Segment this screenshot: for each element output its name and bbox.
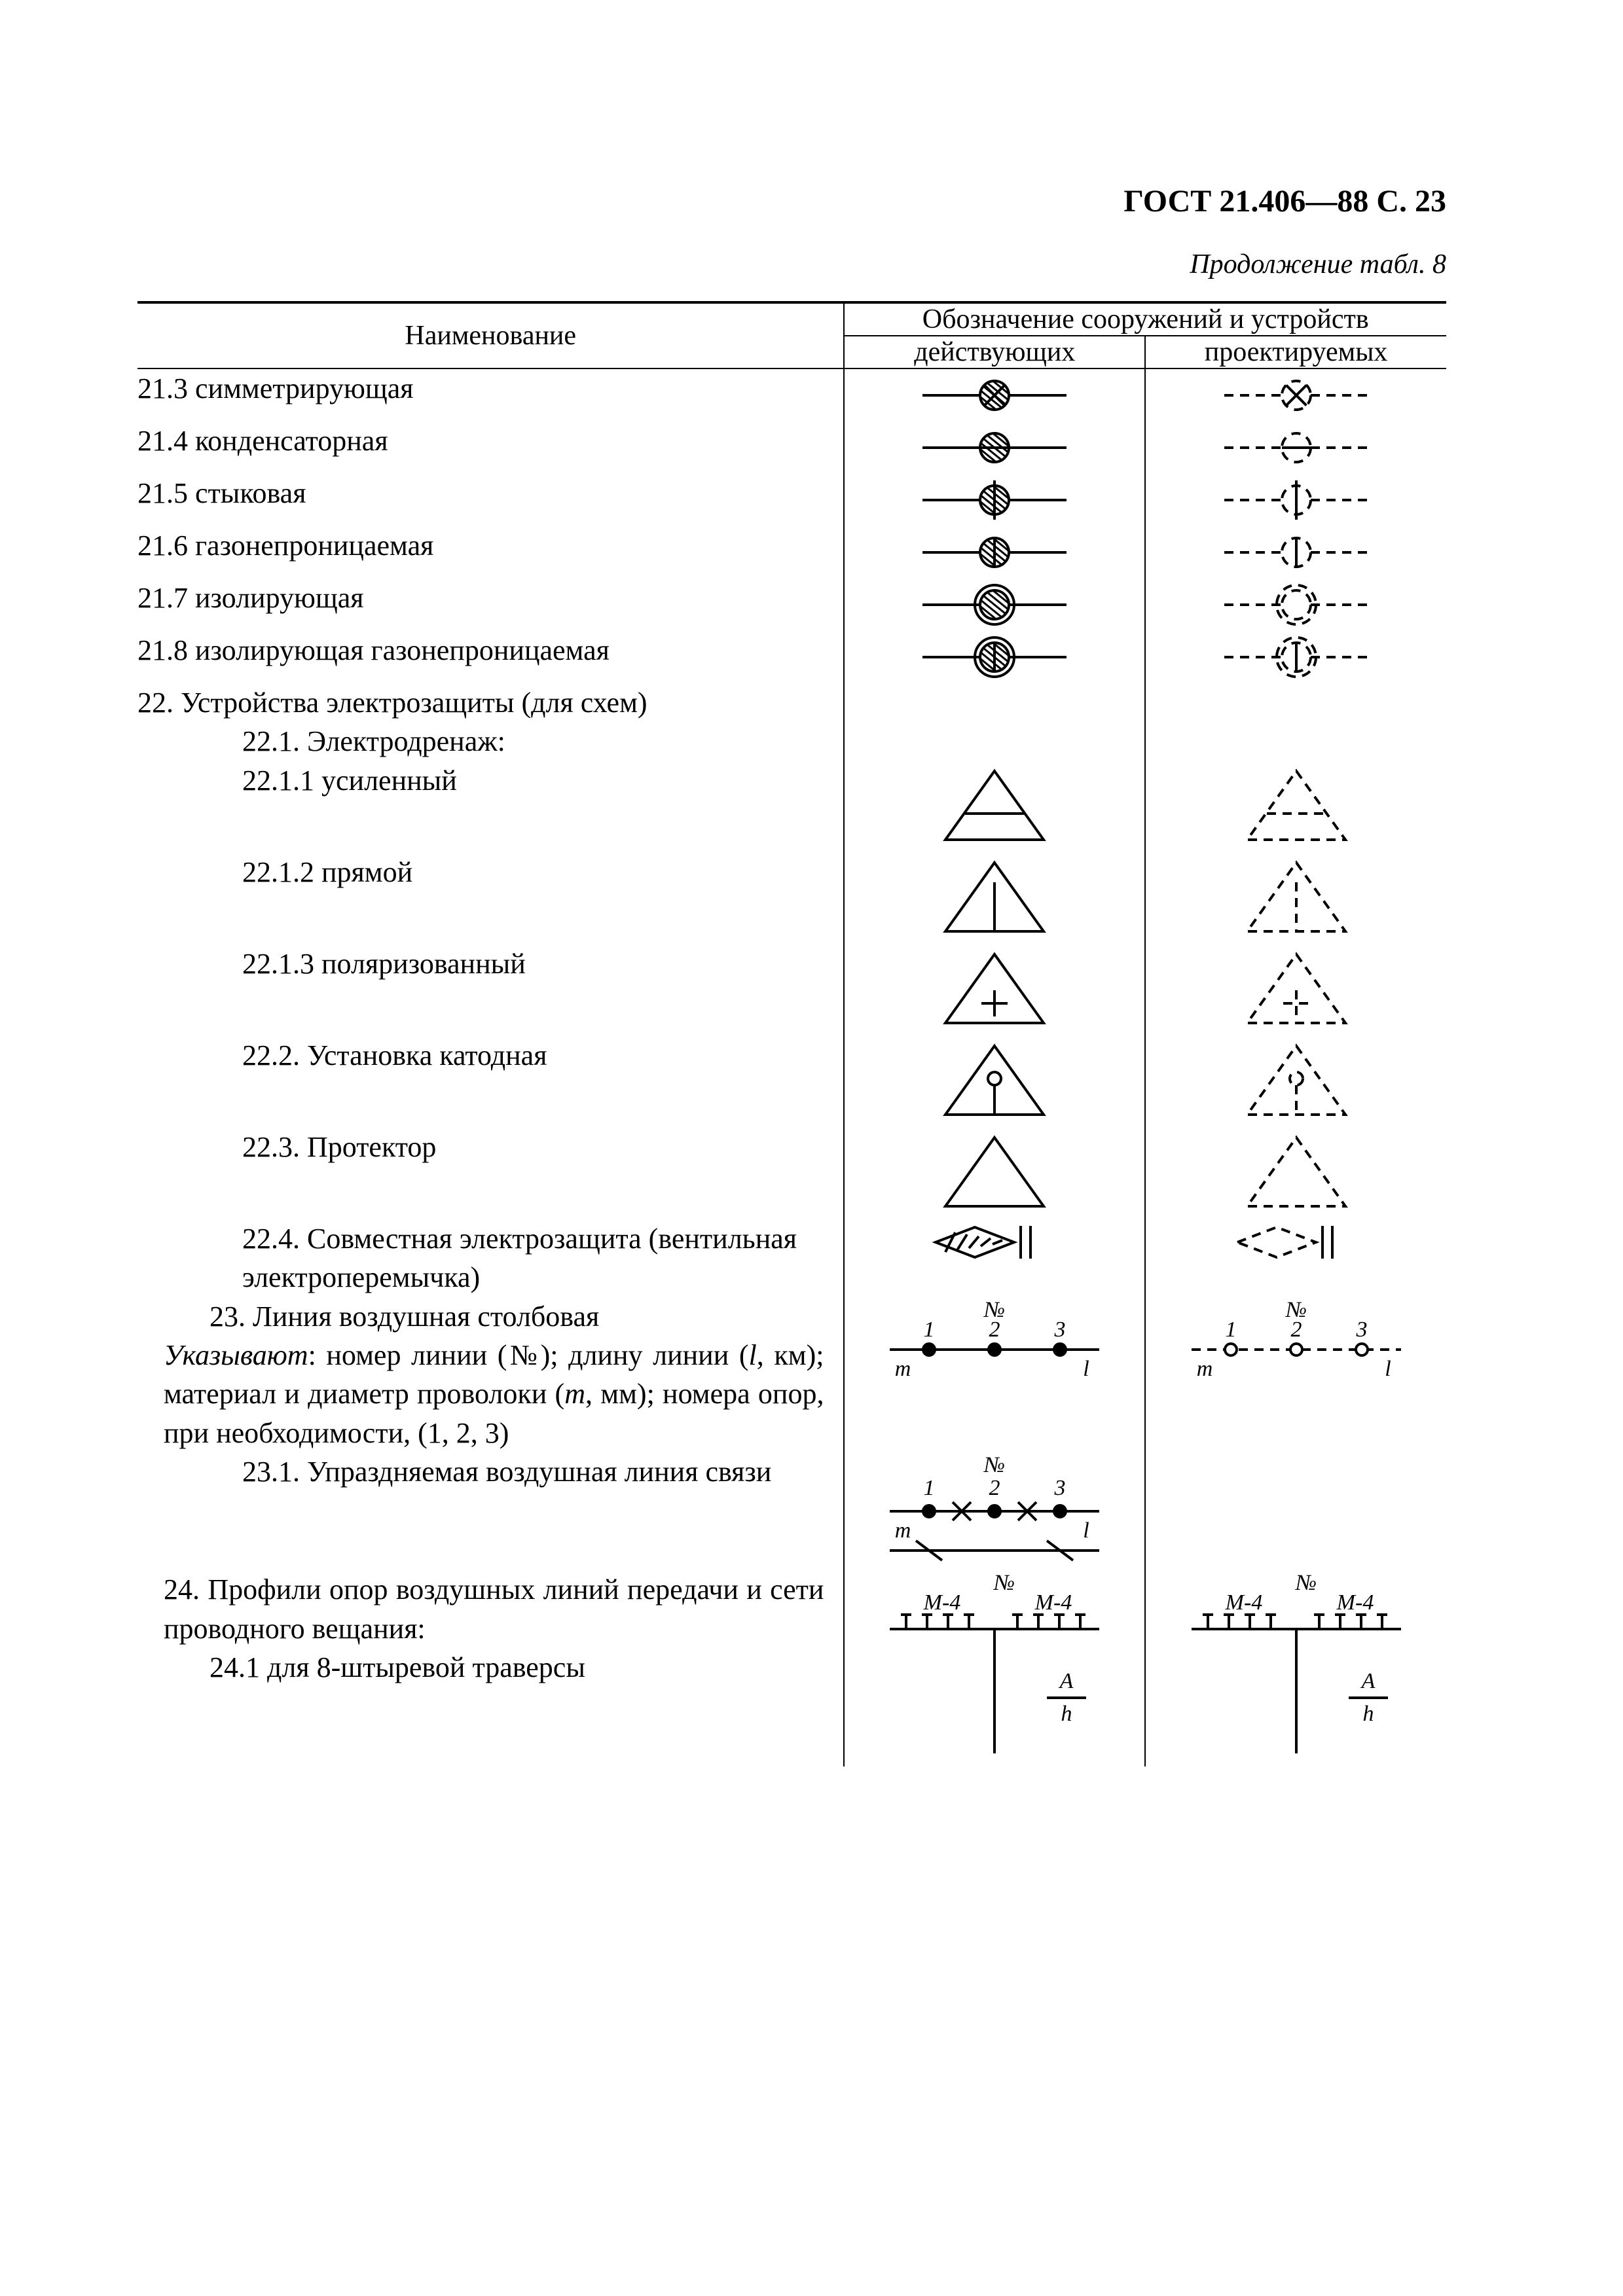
- symbol-projected: [1145, 1036, 1446, 1128]
- symbol-projected: [1145, 853, 1446, 944]
- th-existing: действующих: [844, 336, 1145, 368]
- svg-text:M-4: M-4: [923, 1590, 961, 1615]
- row-name: 22.1. Электродренаж:: [137, 722, 844, 761]
- svg-text:m: m: [1196, 1357, 1213, 1381]
- symbol-projected: [1145, 526, 1446, 579]
- row-name: 22.1.1 усиленный: [137, 761, 844, 853]
- symbol-projected: [1145, 422, 1446, 474]
- row-name: 22.1.3 поляризованный: [137, 944, 844, 1036]
- row-name: 21.7 изолирующая: [137, 579, 844, 631]
- svg-text:№: №: [993, 1571, 1015, 1595]
- svg-text:1: 1: [1225, 1318, 1236, 1342]
- svg-text:3: 3: [1355, 1318, 1367, 1342]
- symbol-projected: [1145, 474, 1446, 526]
- symbol-existing: [844, 422, 1145, 474]
- row-name: 22.3. Протектор: [137, 1128, 844, 1219]
- svg-text:3: 3: [1054, 1318, 1066, 1342]
- row-name: 21.5 стыковая: [137, 474, 844, 526]
- symbol-existing: [844, 761, 1145, 853]
- svg-text:m: m: [895, 1518, 911, 1543]
- symbol-existing: [844, 474, 1145, 526]
- symbol-existing: [844, 944, 1145, 1036]
- row-name: 22.1.2 прямой: [137, 853, 844, 944]
- symbol-projected: [1145, 1128, 1446, 1219]
- svg-text:M-4: M-4: [1336, 1590, 1374, 1615]
- th-name: Наименование: [137, 302, 844, 368]
- svg-text:M-4: M-4: [1034, 1590, 1072, 1615]
- svg-text:m: m: [895, 1357, 911, 1381]
- row-name: 21.8 изолирующая газонепроницаемая: [137, 631, 844, 683]
- svg-text:A: A: [1360, 1669, 1375, 1693]
- svg-text:h: h: [1061, 1702, 1072, 1726]
- svg-text:2: 2: [1290, 1318, 1302, 1342]
- symbol-existing: [844, 1219, 1145, 1297]
- row-name: 23. Линия воздушная столбоваяУказывают: …: [137, 1297, 844, 1453]
- row-name: 22.2. Установка катодная: [137, 1036, 844, 1128]
- row-name: 24. Профили опор воздушных линий передач…: [137, 1570, 844, 1767]
- svg-text:2: 2: [989, 1476, 1000, 1500]
- th-projected: проектируемых: [1145, 336, 1446, 368]
- symbol-projected: [1145, 944, 1446, 1036]
- th-group: Обозначение сооружений и устройств: [844, 302, 1446, 336]
- symbol-projected: № M-4 M-4 Ah: [1145, 1570, 1446, 1767]
- symbol-existing: № M-4 M-4 Ah: [844, 1570, 1145, 1767]
- symbol-projected: [1145, 579, 1446, 631]
- symbol-existing: [844, 368, 1145, 422]
- row-name: 21.6 газонепроницаемая: [137, 526, 844, 579]
- symbol-projected: [1145, 1219, 1446, 1297]
- symbol-existing: [844, 579, 1145, 631]
- svg-text:l: l: [1084, 1518, 1089, 1543]
- symbol-existing: [844, 526, 1145, 579]
- svg-text:1: 1: [924, 1318, 935, 1342]
- symbol-existing: № 1 2 3 m l: [844, 1452, 1145, 1570]
- symbol-projected: [1145, 631, 1446, 683]
- symbol-existing: №123ml: [844, 1297, 1145, 1453]
- svg-text:3: 3: [1054, 1476, 1066, 1500]
- svg-text:l: l: [1084, 1357, 1089, 1381]
- symbol-existing: [844, 631, 1145, 683]
- svg-text:h: h: [1362, 1702, 1374, 1726]
- symbol-existing: [844, 1036, 1145, 1128]
- row-name: 21.4 конденсаторная: [137, 422, 844, 474]
- row-name: 22. Устройства электрозащиты (для схем): [137, 683, 844, 722]
- svg-text:№: №: [1295, 1571, 1317, 1595]
- row-name: 23.1. Упраздняемая воздушная линия связи: [137, 1452, 844, 1570]
- svg-text:M-4: M-4: [1224, 1590, 1262, 1615]
- symbol-projected: №123ml: [1145, 1297, 1446, 1453]
- svg-text:l: l: [1385, 1357, 1391, 1381]
- table-caption: Продолжение табл. 8: [1190, 249, 1446, 280]
- svg-text:A: A: [1059, 1669, 1074, 1693]
- svg-text:2: 2: [989, 1318, 1000, 1342]
- svg-text:1: 1: [924, 1476, 935, 1500]
- page-header: ГОСТ 21.406—88 С. 23: [1123, 183, 1446, 219]
- symbols-table: Наименование Обозначение сооружений и ус…: [137, 301, 1446, 1767]
- symbol-existing: [844, 1128, 1145, 1219]
- row-name: 21.3 симметрирующая: [137, 368, 844, 422]
- symbol-projected: [1145, 368, 1446, 422]
- symbol-projected: [1145, 761, 1446, 853]
- svg-text:№: №: [983, 1453, 1005, 1477]
- symbol-existing: [844, 853, 1145, 944]
- row-name: 22.4. Совместная электрозащита (вентильн…: [137, 1219, 844, 1297]
